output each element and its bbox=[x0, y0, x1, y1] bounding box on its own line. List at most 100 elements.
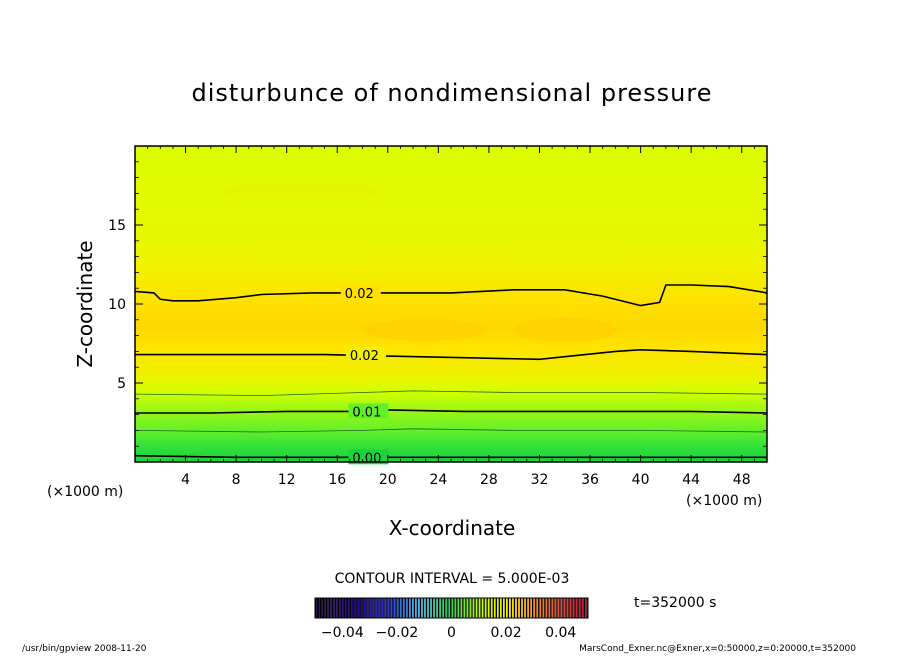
colorbar-stripe-gap bbox=[535, 598, 537, 618]
colorbar-stripe bbox=[318, 598, 320, 618]
colorbar-stripe-gap bbox=[334, 598, 337, 618]
x-tick-label: 20 bbox=[379, 472, 397, 488]
colorbar-stripe bbox=[396, 598, 399, 618]
colorbar-stripe bbox=[378, 598, 381, 618]
colorbar-stripe bbox=[436, 598, 438, 618]
colorbar-stripe bbox=[330, 598, 332, 618]
colorbar-stripe bbox=[336, 598, 338, 618]
colorbar-stripe-gap bbox=[507, 598, 510, 618]
colorbar-tick-label: −0.02 bbox=[375, 625, 418, 641]
colorbar-stripe bbox=[554, 598, 557, 618]
colorbar-stripe bbox=[563, 598, 566, 618]
colorbar-stripe-gap bbox=[471, 598, 473, 618]
colorbar-stripe bbox=[584, 598, 587, 618]
colorbar-stripe bbox=[548, 598, 551, 618]
colorbar-stripe bbox=[469, 598, 472, 618]
time-label: t=352000 s bbox=[634, 595, 716, 611]
colorbar-stripe-gap bbox=[586, 598, 588, 618]
colorbar-stripe-gap bbox=[365, 598, 367, 618]
colorbar-tick-label: 0.02 bbox=[491, 625, 522, 641]
colorbar-stripe bbox=[560, 598, 563, 618]
colorbar-stripe-gap bbox=[580, 598, 582, 618]
y-unit-label: (×1000 m) bbox=[47, 484, 123, 500]
x-tick-label: 12 bbox=[278, 472, 296, 488]
colorbar-stripe-gap bbox=[583, 598, 585, 618]
contour-label: 0.02 bbox=[350, 349, 379, 364]
colorbar-stripe bbox=[448, 598, 451, 618]
colorbar-stripe bbox=[445, 598, 448, 618]
colorbar-stripe bbox=[451, 598, 454, 618]
pressure-upper-patch bbox=[220, 182, 380, 202]
colorbar-stripe-gap bbox=[319, 598, 322, 618]
colorbar-stripe-gap bbox=[465, 598, 467, 618]
colorbar-stripe bbox=[430, 598, 432, 618]
colorbar-stripe bbox=[342, 598, 344, 618]
colorbar-stripe bbox=[545, 598, 548, 618]
colorbar-stripe-gap bbox=[544, 598, 546, 618]
colorbar-stripe-gap bbox=[350, 598, 352, 618]
colorbar-stripe bbox=[418, 598, 420, 618]
contour-label-bg bbox=[348, 449, 389, 465]
colorbar-stripe bbox=[421, 598, 423, 618]
colorbar-stripe-gap bbox=[431, 598, 434, 618]
colorbar-stripe bbox=[569, 598, 572, 618]
colorbar-stripe-gap bbox=[504, 598, 507, 618]
colorbar-stripe-gap bbox=[438, 598, 440, 618]
colorbar-stripe-gap bbox=[574, 598, 576, 618]
contour-label: 0.01 bbox=[352, 405, 381, 420]
x-tick-label: 48 bbox=[733, 472, 751, 488]
x-tick-label: 24 bbox=[429, 472, 447, 488]
colorbar-stripe bbox=[375, 598, 378, 618]
colorbar-stripe-gap bbox=[462, 598, 464, 618]
colorbar-stripe bbox=[542, 598, 545, 618]
colorbar-stripe-gap bbox=[480, 598, 482, 618]
colorbar-stripe-gap bbox=[395, 598, 397, 618]
colorbar-stripe-gap bbox=[322, 598, 325, 618]
colorbar-stripe bbox=[415, 598, 417, 618]
colorbar-stripe bbox=[351, 598, 354, 618]
colorbar-stripe bbox=[427, 598, 429, 618]
colorbar-stripe bbox=[509, 598, 511, 618]
colorbar-frame bbox=[314, 597, 589, 619]
colorbar-stripe-gap bbox=[353, 598, 355, 618]
colorbar-stripe-gap bbox=[316, 598, 319, 618]
colorbar-stripe bbox=[327, 598, 329, 618]
x-unit-label: (×1000 m) bbox=[686, 493, 762, 509]
colorbar-stripe bbox=[575, 598, 578, 618]
colorbar-stripe bbox=[345, 598, 347, 618]
thin-contour-line bbox=[134, 390, 768, 397]
pressure-max-patch bbox=[513, 318, 617, 342]
colorbar-stripe bbox=[581, 598, 584, 618]
contour-label-bg bbox=[340, 284, 381, 300]
colorbar-stripe bbox=[372, 598, 375, 618]
colorbar-stripe-gap bbox=[377, 598, 379, 618]
colorbar-stripe-gap bbox=[407, 598, 410, 618]
colorbar-stripe-gap bbox=[362, 598, 364, 618]
colorbar-stripe-gap bbox=[577, 598, 579, 618]
colorbar-stripe-gap bbox=[532, 598, 534, 618]
colorbar-stripe-gap bbox=[398, 598, 400, 618]
colorbar-stripe-gap bbox=[374, 598, 376, 618]
footer-right: MarsCond_Exner.nc@Exner,x=0:50000,z=0:20… bbox=[579, 644, 856, 654]
x-tick-label: 44 bbox=[682, 472, 700, 488]
colorbar-stripe bbox=[497, 598, 499, 618]
pressure-field bbox=[135, 146, 767, 462]
colorbar-stripe-gap bbox=[516, 598, 519, 618]
colorbar-stripe-gap bbox=[550, 598, 552, 618]
colorbar-stripe bbox=[536, 598, 539, 618]
colorbar-stripe-gap bbox=[483, 598, 485, 618]
x-tick-label: 32 bbox=[531, 472, 549, 488]
colorbar-stripe bbox=[369, 598, 372, 618]
colorbar-stripe bbox=[393, 598, 396, 618]
colorbar-stripe bbox=[406, 598, 408, 618]
colorbar-stripe-gap bbox=[422, 598, 425, 618]
contour-label-bg bbox=[348, 403, 389, 419]
contour-label-bg bbox=[345, 347, 386, 363]
colorbar-stripe-gap bbox=[413, 598, 416, 618]
colorbar-stripe-gap bbox=[444, 598, 446, 618]
colorbar-stripe bbox=[539, 598, 542, 618]
colorbar-stripe-gap bbox=[492, 598, 494, 618]
y-tick-label: 15 bbox=[108, 218, 126, 234]
